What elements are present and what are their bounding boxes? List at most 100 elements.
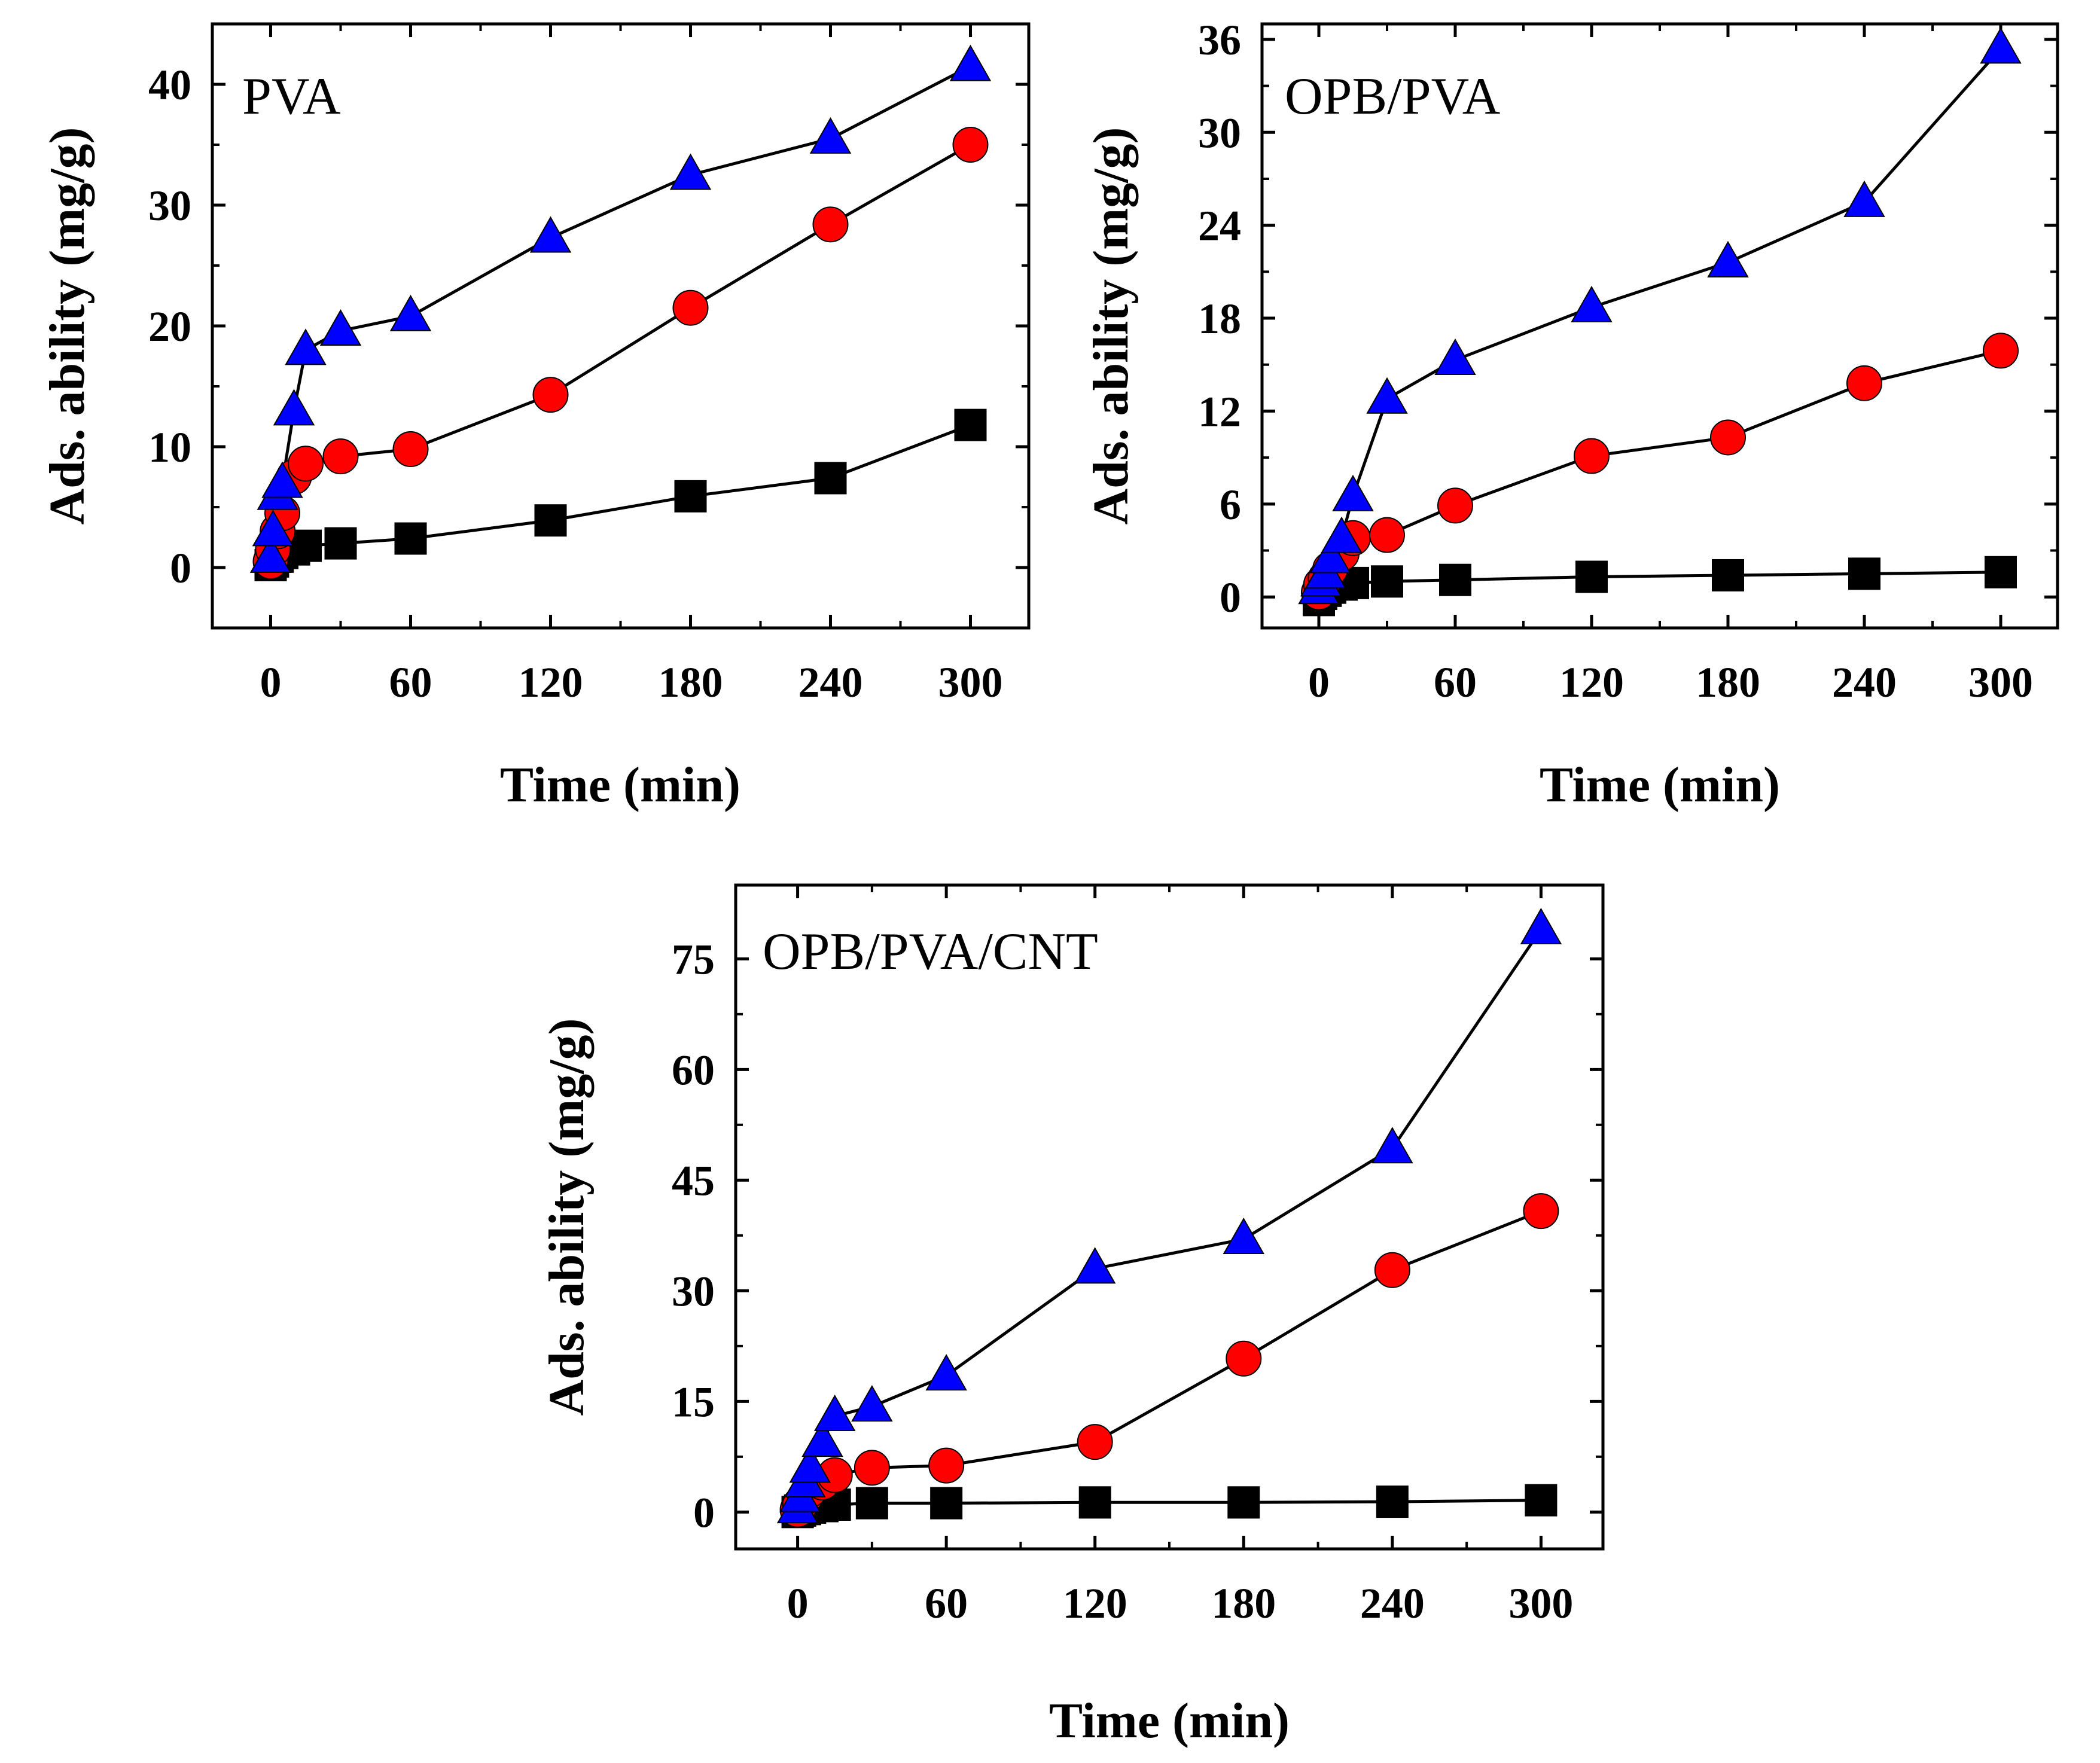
data-point-circle xyxy=(392,431,429,468)
x-axis-title-opb-pva-cnt: Time (min) xyxy=(1049,1693,1290,1749)
y-tick-label: 6 xyxy=(1220,481,1241,529)
y-axis-title-pva: Ads. ability (mg/g) xyxy=(39,127,95,524)
data-point-square xyxy=(1712,559,1744,591)
data-point-triangle xyxy=(252,510,294,547)
y-axis-title-opb-pva: Ads. ability (mg/g) xyxy=(1083,127,1139,524)
data-point-triangle xyxy=(1843,180,1885,217)
data-point-triangle xyxy=(949,44,992,81)
data-point-circle xyxy=(1077,1424,1113,1460)
panel-title-opb-pva-cnt: OPB/PVA/CNT xyxy=(763,923,1098,981)
x-tick-label: 300 xyxy=(1968,658,2033,706)
y-axis-title-opb-pva-cnt: Ads. ability (mg/g) xyxy=(539,1018,595,1416)
data-point-circle xyxy=(1369,517,1405,553)
data-point-circle xyxy=(1574,438,1610,474)
data-point-circle xyxy=(532,377,569,413)
data-point-triangle xyxy=(285,328,327,365)
data-point-circle xyxy=(1983,333,2019,369)
data-point-square xyxy=(394,522,427,555)
y-tick-label: 30 xyxy=(148,182,191,230)
data-point-triangle xyxy=(1571,285,1613,322)
data-point-square xyxy=(534,504,567,537)
x-tick-label: 300 xyxy=(938,658,1003,706)
data-point-triangle xyxy=(1309,536,1351,574)
x-tick-label: 60 xyxy=(389,658,432,706)
y-tick-label: 36 xyxy=(1198,16,1241,64)
x-tick-label: 180 xyxy=(1696,658,1760,706)
data-point-triangle xyxy=(319,309,362,346)
data-point-circle xyxy=(952,127,989,163)
data-point-triangle xyxy=(851,1384,893,1422)
y-tick-label: 45 xyxy=(672,1157,715,1204)
data-point-circle xyxy=(1846,365,1882,401)
y-tick-label: 24 xyxy=(1198,202,1241,250)
data-point-triangle xyxy=(1520,907,1562,944)
x-tick-label: 300 xyxy=(1508,1579,1573,1627)
y-tick-label: 30 xyxy=(1198,109,1241,157)
panel-title-opb-pva: OPB/PVA xyxy=(1285,68,1500,126)
y-tick-label: 18 xyxy=(1198,295,1241,343)
data-point-circle xyxy=(1710,419,1746,456)
data-point-triangle xyxy=(261,461,303,498)
x-tick-label: 180 xyxy=(1211,1579,1276,1627)
data-point-triangle xyxy=(801,1420,843,1457)
data-point-circle xyxy=(322,438,359,475)
data-point-square xyxy=(855,1487,888,1520)
x-axis-title-opb-pva: Time (min) xyxy=(1540,757,1780,813)
data-point-triangle xyxy=(389,294,432,331)
data-point-square xyxy=(289,529,322,562)
data-point-square xyxy=(324,527,357,560)
data-point-circle xyxy=(854,1450,890,1486)
data-point-triangle xyxy=(809,117,852,154)
y-tick-label: 0 xyxy=(1220,574,1241,621)
panel-title-pva: PVA xyxy=(242,68,341,126)
x-axis-title-pva: Time (min) xyxy=(500,757,740,813)
y-tick-label: 75 xyxy=(672,935,715,983)
x-tick-label: 60 xyxy=(1434,658,1477,706)
data-point-triangle xyxy=(925,1354,967,1391)
x-tick-label: 240 xyxy=(798,658,863,706)
y-tick-label: 20 xyxy=(148,303,191,350)
y-tick-label: 30 xyxy=(672,1267,715,1315)
y-tick-label: 12 xyxy=(1198,388,1241,435)
data-point-triangle xyxy=(1366,377,1408,414)
panel-opb-pva: OPB/PVA Time (min) Ads. ability (mg/g) 0… xyxy=(1083,16,2059,813)
data-point-square xyxy=(930,1487,963,1520)
y-tick-label: 15 xyxy=(672,1378,715,1426)
data-point-square xyxy=(1525,1484,1558,1517)
data-point-circle xyxy=(1523,1193,1559,1230)
data-point-square xyxy=(954,408,987,441)
data-point-square xyxy=(1227,1486,1260,1519)
x-tick-label: 0 xyxy=(1308,658,1330,706)
y-tick-label: 10 xyxy=(148,423,191,471)
y-tick-label: 60 xyxy=(672,1046,715,1094)
data-point-circle xyxy=(288,446,324,482)
data-point-triangle xyxy=(1074,1247,1116,1284)
data-point-triangle xyxy=(1223,1217,1265,1254)
data-point-square xyxy=(1371,565,1403,598)
data-point-triangle xyxy=(1707,240,1749,277)
data-point-triangle xyxy=(789,1446,831,1483)
x-tick-label: 120 xyxy=(1559,658,1624,706)
panel-pva: PVA Time (min) Ads. ability (mg/g) 0 60 12… xyxy=(39,22,1031,813)
data-point-triangle xyxy=(1434,338,1476,375)
panel-opb-pva-cnt: OPB/PVA/CNT Time (min) Ads. ability (mg/… xyxy=(539,883,1605,1749)
x-tick-label: 240 xyxy=(1360,1579,1425,1627)
x-tick-label: 120 xyxy=(519,658,583,706)
x-tick-label: 120 xyxy=(1063,1579,1127,1627)
data-point-circle xyxy=(928,1447,965,1484)
data-point-circle xyxy=(1374,1252,1410,1288)
data-point-triangle xyxy=(249,536,292,573)
x-tick-label: 60 xyxy=(925,1579,968,1627)
data-point-square xyxy=(1376,1486,1409,1518)
y-tick-label: 0 xyxy=(170,544,191,592)
data-point-circle xyxy=(812,206,849,243)
data-point-square xyxy=(1575,560,1608,593)
data-point-triangle xyxy=(529,216,572,253)
data-point-triangle xyxy=(1371,1127,1413,1164)
x-tick-label: 240 xyxy=(1832,658,1897,706)
x-tick-label: 180 xyxy=(659,658,723,706)
data-point-triangle xyxy=(813,1394,856,1431)
data-point-square xyxy=(674,480,707,513)
